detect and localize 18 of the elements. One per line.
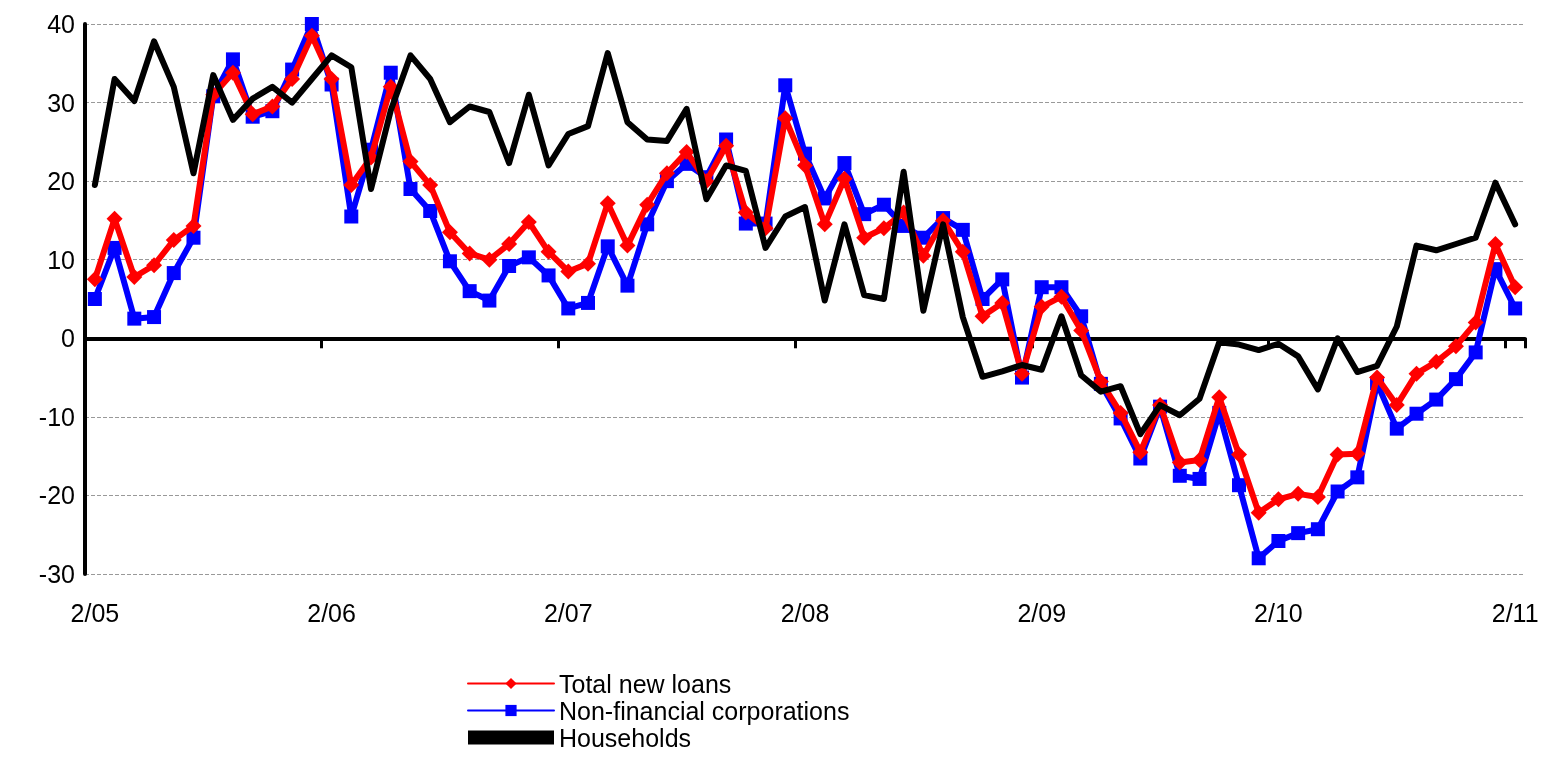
legend-label: Non-financial corporations <box>559 696 850 725</box>
y-tick-label: 10 <box>47 245 75 274</box>
y-tick-label: 0 <box>61 324 75 353</box>
legend-label: Households <box>559 723 692 752</box>
legend-label: Total new loans <box>559 669 732 698</box>
x-tick-label: 2/06 <box>307 598 356 627</box>
y-tick-label: -10 <box>38 402 75 431</box>
x-tick-label: 2/08 <box>780 598 830 627</box>
x-tick-label: 2/07 <box>543 598 593 627</box>
x-tick-label: 2/11 <box>1491 598 1539 627</box>
y-tick-label: -30 <box>38 560 75 588</box>
x-tick-label: 2/05 <box>70 598 120 627</box>
y-tick-label: 30 <box>47 88 75 117</box>
x-tick-label: 2/10 <box>1254 598 1303 627</box>
x-tick-label: 2/09 <box>1017 598 1067 627</box>
y-tick-label: -20 <box>38 481 75 510</box>
y-tick-label: 40 <box>47 10 75 38</box>
y-tick-label: 20 <box>47 167 75 196</box>
